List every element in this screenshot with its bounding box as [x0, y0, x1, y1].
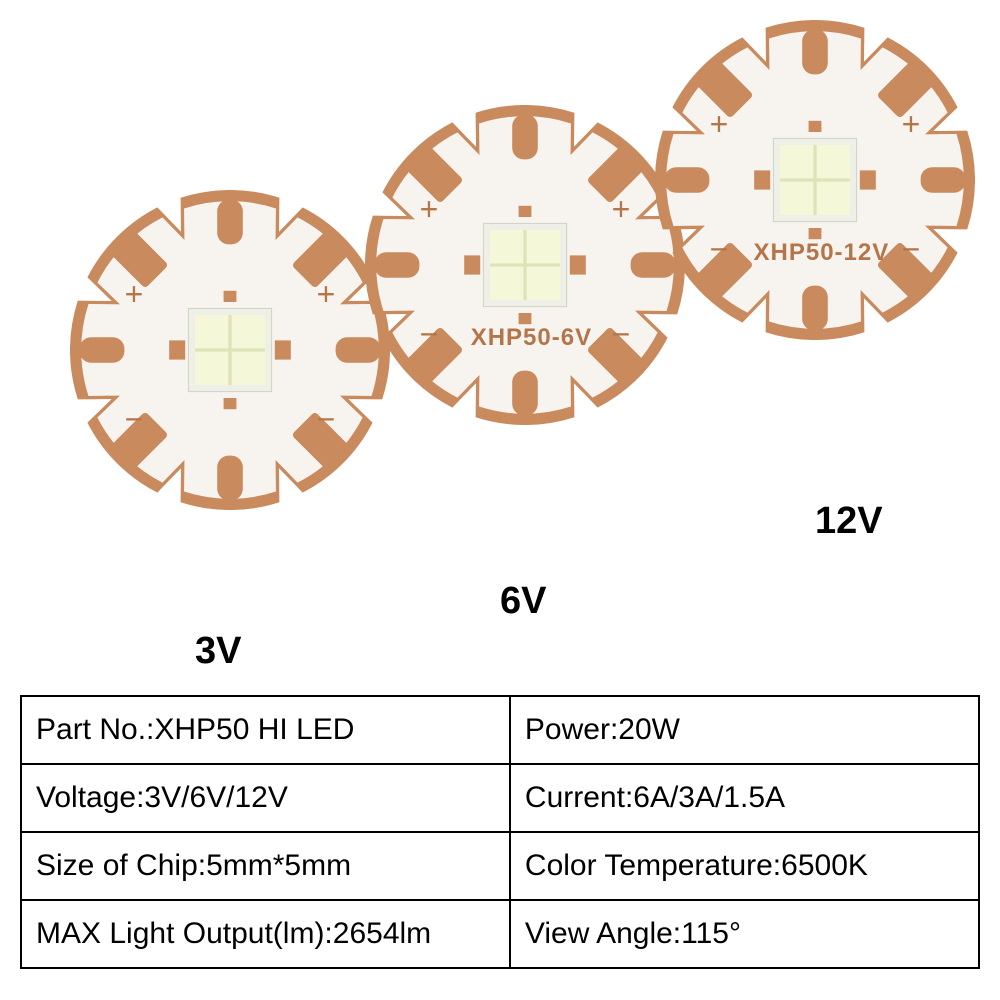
spec-cell: Part No.:XHP50 HI LED — [21, 696, 510, 764]
svg-text:−: − — [612, 316, 631, 352]
spec-cell: MAX Light Output(lm):2654lm — [21, 900, 510, 968]
voltage-label-6v: 6V — [500, 580, 546, 623]
table-row: MAX Light Output(lm):2654lmView Angle:11… — [21, 900, 979, 968]
voltage-label-3v: 3V — [195, 630, 241, 673]
svg-text:+: + — [710, 106, 729, 142]
svg-text:−: − — [420, 316, 439, 352]
product-image-area: + + − − 3V + + − − — [0, 0, 1000, 690]
led-module-6v: + + − − XHP50-6V — [365, 105, 685, 425]
svg-text:+: + — [420, 191, 439, 227]
table-row: Voltage:3V/6V/12VCurrent:6A/3A/1.5A — [21, 764, 979, 832]
svg-text:XHP50-6V: XHP50-6V — [471, 324, 592, 351]
svg-text:−: − — [125, 401, 144, 437]
svg-text:+: + — [902, 106, 921, 142]
spec-cell: Color Temperature:6500K — [510, 832, 979, 900]
spec-cell: Current:6A/3A/1.5A — [510, 764, 979, 832]
spec-cell: Power:20W — [510, 696, 979, 764]
svg-text:+: + — [612, 191, 631, 227]
svg-text:−: − — [317, 401, 336, 437]
voltage-label-12v: 12V — [815, 500, 883, 543]
svg-text:XHP50-12V: XHP50-12V — [754, 239, 890, 266]
spec-cell: Voltage:3V/6V/12V — [21, 764, 510, 832]
svg-text:+: + — [317, 276, 336, 312]
led-module-12v: + + − − XHP50-12V — [655, 20, 975, 340]
svg-text:−: − — [902, 231, 921, 267]
spec-table: Part No.:XHP50 HI LEDPower:20WVoltage:3V… — [20, 695, 980, 969]
spec-cell: Size of Chip:5mm*5mm — [21, 832, 510, 900]
table-row: Part No.:XHP50 HI LEDPower:20W — [21, 696, 979, 764]
svg-text:+: + — [125, 276, 144, 312]
spec-cell: View Angle:115° — [510, 900, 979, 968]
led-module-3v: + + − − — [70, 190, 390, 510]
table-row: Size of Chip:5mm*5mmColor Temperature:65… — [21, 832, 979, 900]
svg-text:−: − — [710, 231, 729, 267]
